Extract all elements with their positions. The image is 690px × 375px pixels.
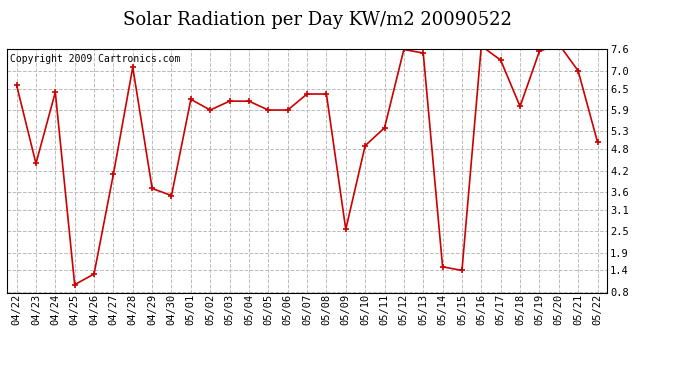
- Text: Solar Radiation per Day KW/m2 20090522: Solar Radiation per Day KW/m2 20090522: [123, 11, 512, 29]
- Text: Copyright 2009 Cartronics.com: Copyright 2009 Cartronics.com: [10, 54, 180, 64]
